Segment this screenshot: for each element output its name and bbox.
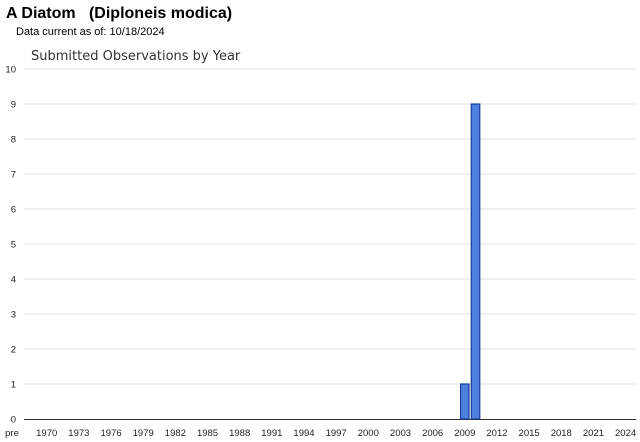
bar-2010: [470, 103, 481, 420]
chart-title: Submitted Observations by Year: [31, 49, 241, 64]
x-tick-label: 1994: [293, 428, 314, 439]
x-tick-label: 2000: [358, 428, 379, 439]
x-tick-label: 2015: [519, 428, 540, 439]
x-tick-label: 2003: [390, 428, 411, 439]
x-tick-label: 2009: [454, 428, 475, 439]
x-tick-label: 1979: [133, 428, 154, 439]
x-tick-label: 1991: [261, 428, 282, 439]
x-tick-label: 2021: [583, 428, 604, 439]
species-title: A Diatom (Diploneis modica): [6, 5, 233, 22]
x-tick-label: 2012: [486, 428, 507, 439]
data-current-date: Data current as of: 10/18/2024: [16, 26, 165, 38]
y-tick-label: 9: [11, 100, 16, 111]
y-tick-label: 8: [11, 135, 16, 146]
bar-2009: [459, 383, 470, 420]
y-tick-label: 7: [11, 170, 16, 181]
x-tick-label: 1982: [165, 428, 186, 439]
x-tick-label: pre: [5, 428, 19, 439]
x-tick-label: 1997: [326, 428, 347, 439]
x-tick-label: 2024: [615, 428, 636, 439]
x-tick-label: 1973: [68, 428, 89, 439]
y-tick-label: 1: [11, 380, 16, 391]
x-tick-label: 1985: [197, 428, 218, 439]
y-tick-label: 6: [11, 205, 16, 216]
x-tick-label: 1970: [36, 428, 57, 439]
y-tick-label: 2: [11, 345, 16, 356]
x-tick-label: 2018: [551, 428, 572, 439]
y-tick-label: 10: [5, 65, 16, 76]
y-tick-label: 0: [11, 415, 16, 426]
y-tick-label: 3: [11, 310, 16, 321]
x-tick-label: 1976: [100, 428, 121, 439]
x-tick-label: 2006: [422, 428, 443, 439]
y-tick-label: 5: [11, 240, 16, 251]
y-tick-label: 4: [11, 275, 16, 286]
x-tick-label: 1988: [229, 428, 250, 439]
